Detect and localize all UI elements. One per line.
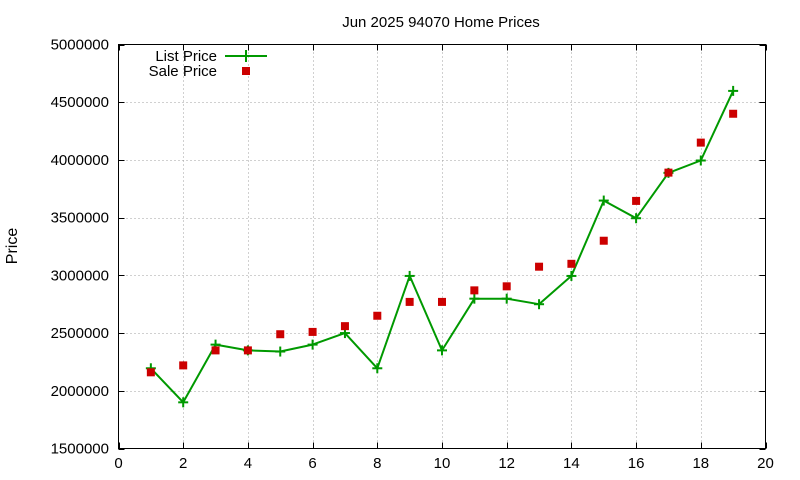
grid-lines (118, 44, 766, 449)
sale-price-point (146, 368, 155, 377)
y-tick-label: 2500000 (51, 325, 109, 342)
list-price-point (178, 397, 189, 408)
legend-label-list-price: List Price (155, 48, 217, 65)
list-price-point (695, 155, 706, 166)
x-tick-label: 6 (308, 455, 316, 472)
x-tick-label: 10 (434, 455, 451, 472)
sale-price-point (340, 322, 349, 331)
sale-price-point (664, 168, 673, 177)
legend-marker-sale-price (242, 67, 250, 75)
sale-price-point (632, 196, 641, 205)
x-tick-label: 20 (757, 455, 774, 472)
y-tick-label: 4500000 (51, 94, 109, 111)
legend: List Price Sale Price (149, 48, 267, 80)
x-tick-label: 2 (179, 455, 187, 472)
sale-price-point (308, 327, 317, 336)
y-tick-label: 3000000 (51, 267, 109, 284)
y-axis-label: Price (4, 228, 21, 265)
list-price-point (437, 345, 447, 356)
sale-price-point (470, 286, 479, 295)
list-price-point (501, 293, 512, 304)
x-tick-label: 14 (563, 455, 580, 472)
sale-price-point (502, 282, 511, 291)
legend-marker-list-price (240, 50, 252, 62)
y-tick-label: 2000000 (51, 383, 109, 400)
y-tick-label: 4000000 (51, 152, 109, 169)
x-tick-label: 8 (373, 455, 381, 472)
sale-price-point (243, 346, 252, 355)
y-tick-label: 5000000 (51, 37, 109, 54)
list-price-point (598, 195, 609, 206)
list-price-point (404, 270, 415, 281)
sale-price-point (276, 330, 285, 339)
x-tick-labels: 0 2 4 6 8 10 12 14 16 18 20 (114, 455, 774, 472)
sale-price-point (405, 297, 414, 306)
x-tick-label: 18 (692, 455, 709, 472)
list-price-point (534, 299, 545, 310)
x-tick-label: 4 (244, 455, 252, 472)
sale-price-point (179, 361, 188, 370)
list-price-point (469, 293, 480, 304)
x-tick-label: 0 (114, 455, 122, 472)
sale-price-point (696, 138, 705, 147)
sale-price-point (373, 311, 382, 320)
list-price-point (728, 85, 739, 96)
series-layer (145, 85, 739, 408)
x-tick-label: 12 (498, 455, 515, 472)
legend-label-sale-price: Sale Price (149, 63, 217, 80)
y-tick-labels: 1500000 2000000 2500000 3000000 3500000 40000… (51, 37, 109, 458)
list-price-point (631, 213, 642, 224)
sale-price-point (535, 262, 544, 271)
list-price-line (150, 90, 735, 404)
sale-price-point (599, 236, 608, 245)
axis-ticks (118, 44, 767, 450)
list-price-point (372, 363, 383, 374)
sale-price-point (438, 297, 446, 306)
y-tick-label: 3500000 (51, 210, 109, 227)
x-tick-label: 16 (628, 455, 645, 472)
list-price-point (275, 346, 286, 357)
chart-title: Jun 2025 94070 Home Prices (342, 14, 540, 31)
list-price-point (307, 339, 318, 350)
sale-price-point (211, 346, 220, 355)
sale-price-point (567, 259, 576, 268)
sale-price-point (729, 109, 738, 118)
y-tick-label: 1500000 (51, 441, 109, 458)
list-price-point (566, 270, 577, 281)
